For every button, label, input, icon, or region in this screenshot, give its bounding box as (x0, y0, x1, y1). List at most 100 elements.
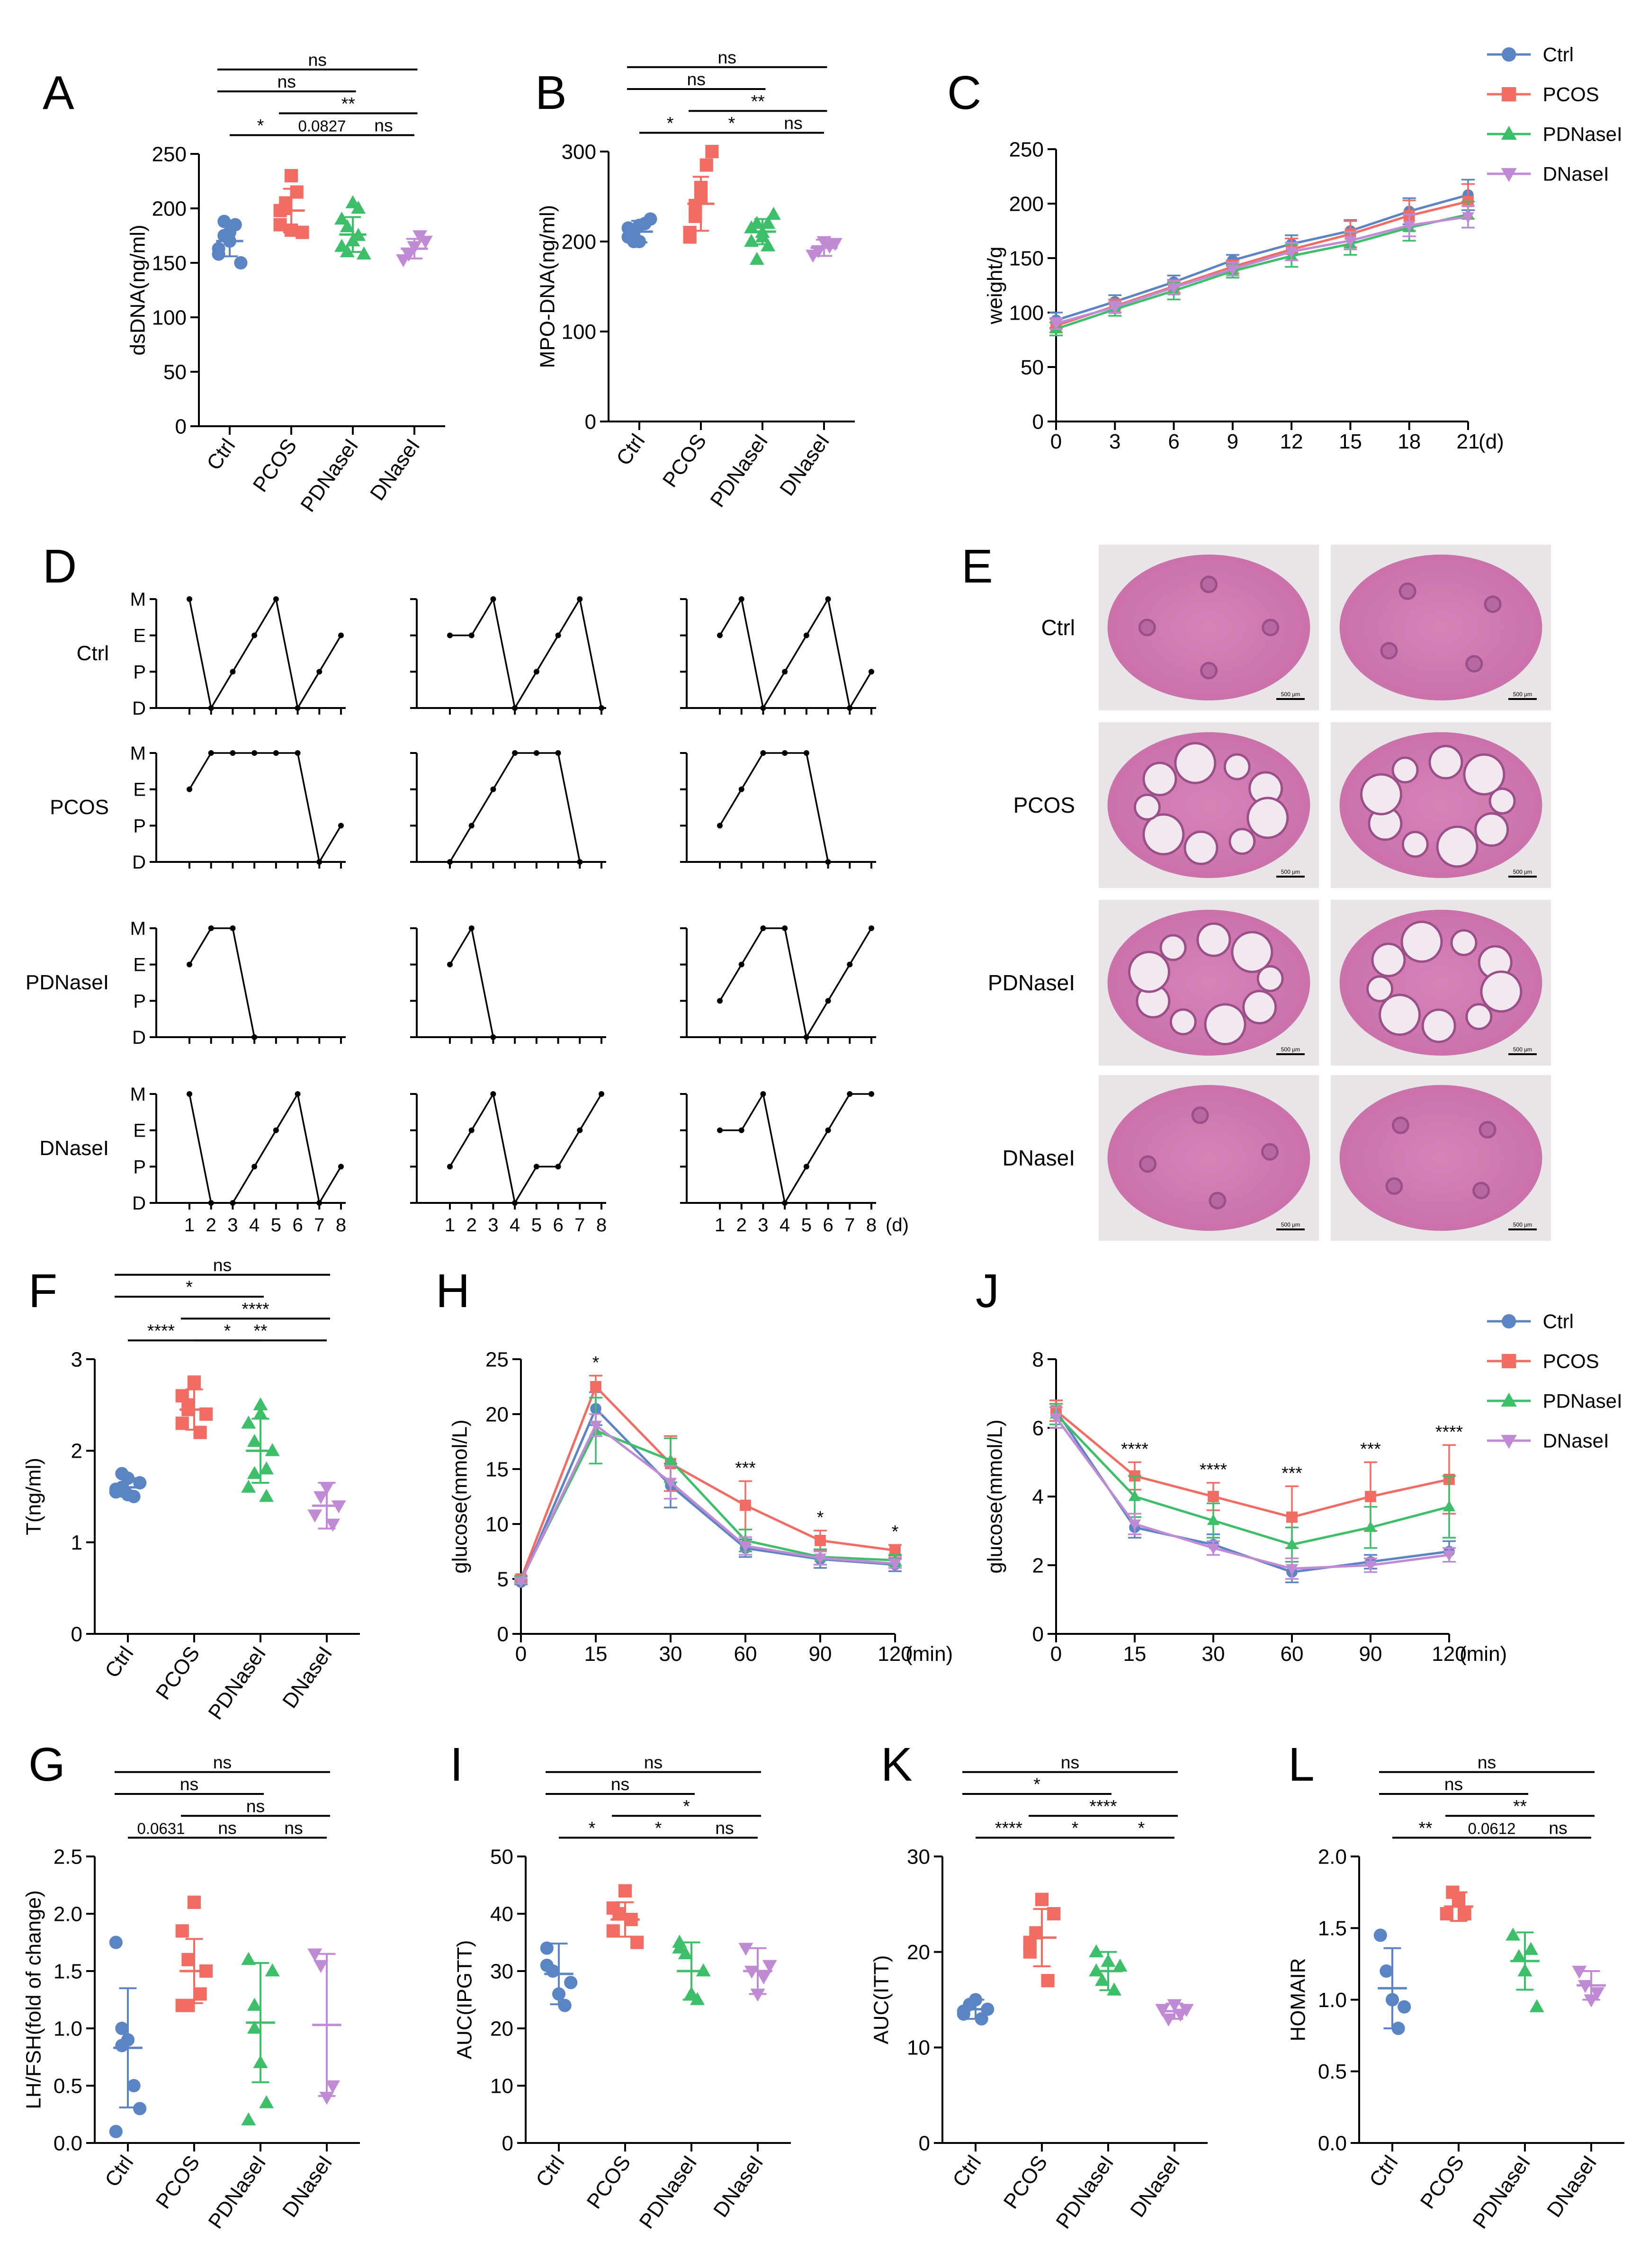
x-tick-label: 4 (780, 1215, 790, 1236)
scale-bar-label: 500 μm (1281, 691, 1300, 698)
cycle-point (599, 705, 604, 711)
y-tick-label: 0 (919, 2132, 930, 2155)
x-tick-label: 120 (878, 1642, 912, 1666)
follicle (1450, 929, 1478, 957)
cycle-point (825, 998, 831, 1004)
data-point (761, 215, 776, 229)
y-tick-label: 1.0 (54, 2017, 82, 2040)
comparison-label: ** (1513, 1796, 1527, 1816)
cycle-point (447, 1164, 453, 1170)
data-point (1286, 1511, 1298, 1523)
data-point (307, 1948, 323, 1962)
x-tick-label: 15 (1123, 1642, 1147, 1666)
data-point (313, 1491, 328, 1505)
y-tick-label: 30 (907, 1845, 930, 1868)
y-tick-label: 4 (1032, 1485, 1044, 1508)
follicle (1385, 1177, 1403, 1195)
comparison-label: ns (374, 115, 393, 135)
cycle-point (251, 1164, 258, 1170)
follicle (1242, 990, 1277, 1025)
data-point (1128, 1490, 1141, 1501)
cycle-point (555, 750, 561, 756)
y-tick-label: M (130, 918, 146, 939)
y-tick-label: 250 (152, 143, 187, 166)
panel-letter-a: A (43, 66, 74, 119)
cycle-point (338, 1164, 344, 1170)
comparison-label: ns (687, 69, 706, 89)
ovary-tissue (1107, 555, 1310, 700)
data-point (1398, 2000, 1411, 2014)
x-tick-label: 90 (809, 1642, 832, 1666)
cycle-point (803, 1034, 809, 1040)
cycle-point (738, 961, 744, 968)
data-point (766, 206, 781, 220)
data-point (1112, 1958, 1128, 1972)
data-point (181, 1999, 195, 2012)
follicle (1379, 994, 1421, 1036)
scale-bar-label: 500 μm (1513, 869, 1532, 875)
comparison-label: **** (242, 1299, 269, 1318)
cycle-point (782, 1200, 788, 1206)
data-point (109, 2125, 123, 2138)
data-point (175, 1416, 189, 1430)
follicle (1472, 1182, 1490, 1200)
y-axis-title: dsDNA(ng/ml) (126, 224, 150, 355)
significance-label: * (892, 1522, 899, 1542)
y-tick-label: P (133, 1156, 146, 1177)
y-tick-label: D (132, 852, 146, 873)
x-tick-label: Ctrl (612, 430, 649, 470)
cycle-point (847, 961, 853, 968)
cycle-point (760, 705, 766, 711)
comparison-label: ns (784, 113, 803, 133)
data-point (1403, 221, 1416, 232)
data-point (815, 1534, 826, 1546)
x-tick-label: 0 (1050, 430, 1062, 453)
significance-label: **** (1435, 1422, 1463, 1442)
data-point (259, 2095, 274, 2108)
follicle (1262, 619, 1280, 636)
legend-label: Ctrl (1543, 44, 1574, 66)
cycle-point (273, 750, 279, 756)
cycle-point (533, 669, 539, 675)
series-line (1056, 213, 1469, 330)
y-tick-label: P (133, 991, 146, 1012)
y-tick-label: 2.0 (54, 1902, 82, 1926)
y-tick-label: 30 (490, 1960, 513, 1983)
data-point (1443, 1500, 1456, 1512)
y-tick-label: M (130, 743, 146, 764)
data-point (1364, 1521, 1377, 1532)
data-point (284, 169, 298, 183)
comparison-label: * (186, 1277, 193, 1297)
cycle-point (717, 998, 723, 1004)
comparison-label: ns (644, 1752, 663, 1772)
y-tick-label: 15 (485, 1458, 509, 1481)
data-point (175, 1924, 189, 1938)
data-point (590, 1381, 601, 1392)
y-tick-label: 1.5 (54, 1960, 82, 1983)
follicle (1400, 921, 1443, 963)
panel-letter-i: I (450, 1738, 463, 1791)
follicle (1142, 813, 1185, 856)
cycle-point (251, 750, 258, 756)
data-point (683, 225, 697, 240)
scale-bar-label: 500 μm (1281, 1221, 1300, 1228)
data-point (814, 1553, 827, 1565)
y-tick-label: 2.0 (1318, 1845, 1347, 1868)
significance-label: **** (1121, 1439, 1148, 1459)
x-tick-label: PDNaseI (635, 2151, 701, 2233)
x-tick-label: 15 (1339, 430, 1362, 453)
follicle (1371, 942, 1406, 977)
data-point (1208, 1491, 1219, 1502)
y-tick-label: 0 (1032, 1623, 1044, 1646)
comparison-label: ns (180, 1774, 199, 1794)
legend-marker (1502, 87, 1516, 102)
y-tick-label: 3 (71, 1348, 82, 1371)
cycle-point (316, 1200, 323, 1206)
data-point (212, 247, 225, 261)
x-tick-label: 30 (1202, 1642, 1225, 1666)
cycle-point (738, 1127, 744, 1133)
cycle-point (230, 750, 236, 756)
